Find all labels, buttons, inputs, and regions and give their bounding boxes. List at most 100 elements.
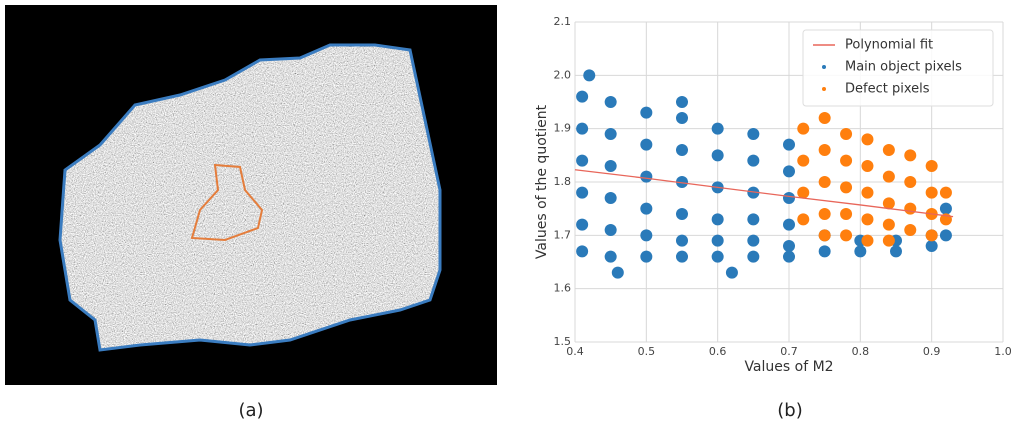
scatter-point (861, 213, 874, 226)
scatter-point (576, 122, 589, 135)
legend-swatch (822, 65, 826, 69)
fit-line (574, 169, 954, 218)
scatter-point (676, 234, 688, 247)
scatter-point (576, 186, 589, 199)
object-outline (58, 43, 442, 352)
scatter-point (747, 213, 760, 226)
scatter-point (840, 154, 853, 167)
scatter-point (818, 245, 831, 258)
scatter-point (939, 186, 952, 199)
scatter-point (611, 266, 624, 279)
scatter-point (818, 229, 831, 242)
scatter-point (854, 245, 867, 258)
scatter-point (882, 234, 895, 247)
x-tick-label: 0.8 (852, 345, 870, 358)
scatter-point (882, 218, 895, 231)
x-axis-label: Values of M2 (744, 359, 833, 375)
scatter-point (797, 186, 810, 199)
scatter-point (939, 229, 952, 242)
scatter-point (640, 106, 653, 119)
scatter-point (818, 112, 831, 124)
scatter-point (818, 208, 831, 220)
scatter-point (925, 240, 938, 252)
scatter-point (604, 224, 617, 236)
scatter-point (676, 208, 688, 220)
scatter-point (890, 245, 902, 258)
scatter-point (818, 176, 831, 188)
x-tick-label: 0.4 (566, 345, 584, 358)
y-tick-label: 1.7 (554, 228, 572, 241)
scatter-point (747, 186, 760, 199)
scatter-point (604, 250, 617, 263)
legend-label: Defect pixels (845, 82, 930, 97)
image-panel (5, 5, 497, 385)
scatter-point (711, 149, 724, 162)
caption-a: (a) (238, 400, 263, 421)
caption-b: (b) (777, 400, 802, 421)
scatter-point (576, 218, 589, 231)
scatter-point (676, 112, 688, 124)
x-tick-label: 1.0 (994, 345, 1012, 358)
scatter-point (640, 138, 653, 151)
scatter-point (882, 170, 895, 183)
scatter-point (783, 218, 795, 231)
scatter-point (576, 245, 589, 258)
y-tick-label: 1.8 (554, 175, 572, 188)
y-tick-label: 1.9 (554, 122, 572, 135)
scatter-point (604, 96, 617, 108)
scatter-point (882, 197, 895, 210)
x-tick-label: 0.9 (923, 345, 941, 358)
scatter-point (904, 149, 917, 162)
scatter-point (747, 154, 760, 167)
legend-box (802, 29, 994, 107)
scatter-point (640, 170, 653, 183)
legend-label: Main object pixels (845, 60, 962, 75)
x-tick-label: 0.5 (638, 345, 656, 358)
scatter-point (676, 250, 688, 263)
scatter-point (861, 234, 874, 247)
scatter-point (604, 128, 617, 140)
scatter-point (783, 192, 795, 204)
scatter-point (576, 90, 589, 103)
scatter-point (840, 181, 853, 194)
scatter-point (640, 202, 653, 215)
scatter-point (904, 176, 917, 188)
scatter-point (640, 229, 653, 242)
scatter-point (904, 224, 917, 236)
plot-area: 0.4 0.5 0.6 0.7 0.8 0.9 1.0 1.5 1.6 1.7 1.8 1.9 2.0 2… (554, 15, 1012, 358)
scatter-point (604, 192, 617, 204)
scatter-point (711, 213, 724, 226)
scatter-point (711, 234, 724, 247)
scatter-point (676, 144, 688, 156)
legend-label: Polynomial fit (845, 38, 933, 53)
y-tick-label: 2.1 (554, 15, 572, 28)
scatter-point (676, 96, 688, 108)
scatter-point (725, 266, 738, 279)
scatter-point (925, 229, 938, 242)
defect-outline (190, 163, 264, 242)
scatter-point (861, 186, 874, 199)
scatter-point (904, 202, 917, 215)
scatter-point (747, 250, 760, 263)
scatter-point (861, 160, 874, 172)
scatter-point (783, 250, 795, 263)
scatter-point (840, 229, 853, 242)
scatter-point (711, 122, 724, 135)
legend-swatch (822, 87, 826, 91)
scatter-point (818, 144, 831, 156)
y-axis-label: Values of the quotient (534, 104, 550, 259)
scatter-point (797, 213, 810, 226)
scatter-point (711, 250, 724, 263)
scatter-point (640, 250, 653, 263)
scatter-point (939, 202, 952, 215)
scatter-point (747, 128, 760, 140)
scatter-point (840, 208, 853, 220)
scatter-point (604, 160, 617, 172)
scatter-point (783, 138, 795, 151)
scatter-point (583, 69, 596, 82)
scatter-point (861, 133, 874, 146)
y-tick-label: 1.6 (554, 282, 572, 295)
scatter-point (783, 240, 795, 252)
scatter-point (783, 165, 795, 178)
